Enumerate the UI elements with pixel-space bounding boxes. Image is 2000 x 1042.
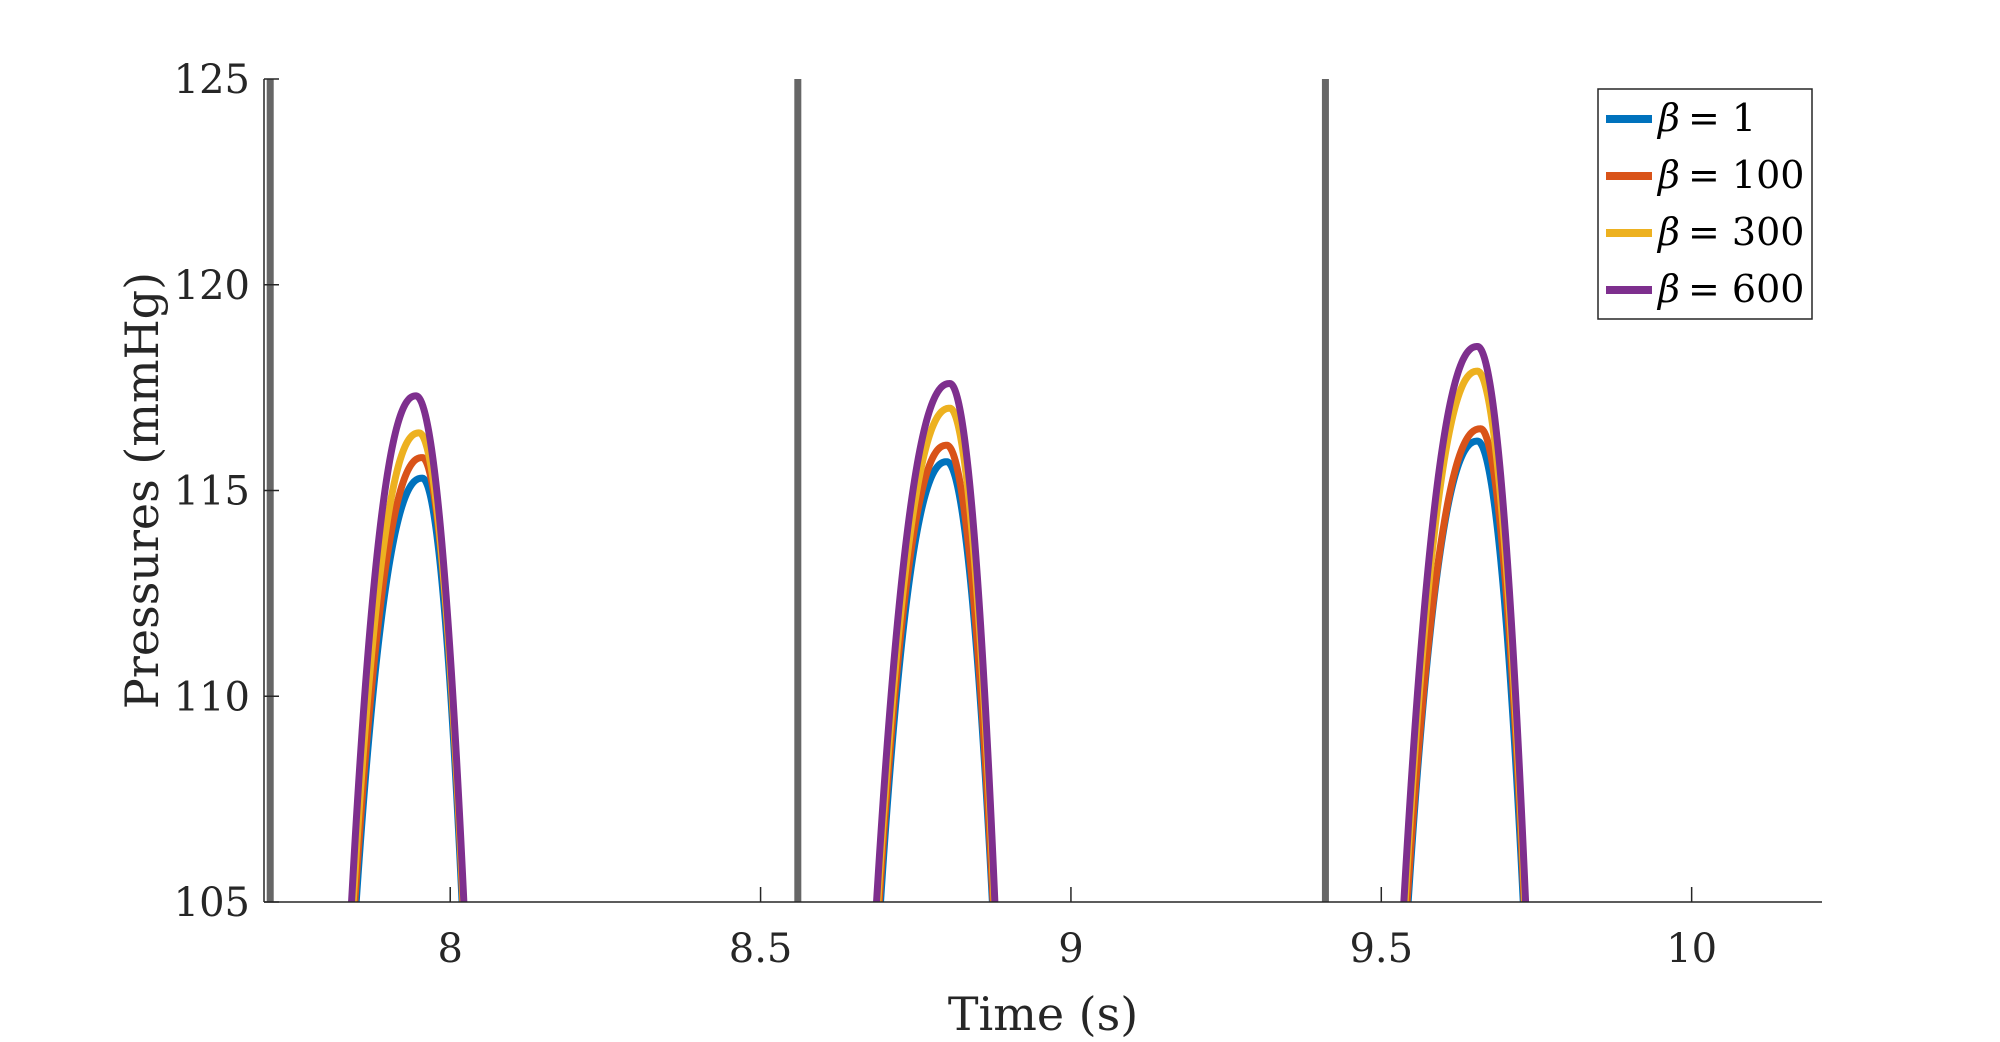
legend-item: β = 600 [1606,267,1804,311]
legend-item: β = 100 [1606,153,1804,197]
legend-label: = 300 [1688,210,1804,254]
x-tick-label: 9 [1058,926,1083,972]
x-tick-label: 8.5 [729,926,793,972]
legend-beta-symbol: β [1656,153,1680,197]
y-tick-label: 110 [174,674,250,720]
y-axis-label: Pressures (mmHg) [115,272,169,709]
legend-item: β = 300 [1606,210,1804,254]
x-axis-label: Time (s) [948,987,1138,1041]
y-tick-label: 125 [174,57,250,103]
series-600 [348,342,1530,902]
x-tick-label: 9.5 [1349,926,1413,972]
series-lines [348,342,1530,902]
x-tick-label: 8 [437,926,462,972]
series-pulse [1400,342,1530,902]
legend-label: = 100 [1688,153,1804,197]
legend-label: = 600 [1688,267,1804,311]
legend-beta-symbol: β [1656,96,1680,140]
y-tick-label: 120 [174,263,250,309]
series-pulse [348,392,468,902]
legend-beta-symbol: β [1656,210,1680,254]
y-tick-label: 115 [174,469,250,515]
legend-item: β = 1 [1606,96,1756,140]
series-1 [352,437,1527,902]
axes [263,79,1822,903]
legend-label: = 1 [1688,96,1756,140]
series-100 [351,425,1528,902]
x-tick-label: 10 [1666,926,1717,972]
y-ticks: 105 110 115 120 125 [174,57,279,926]
y-tick-label: 105 [174,880,250,926]
x-ticks: 8 8.5 9 9.5 10 [437,887,1717,972]
legend-beta-symbol: β [1656,267,1680,311]
series-pulse [873,380,999,902]
legend-box [1597,88,1813,320]
